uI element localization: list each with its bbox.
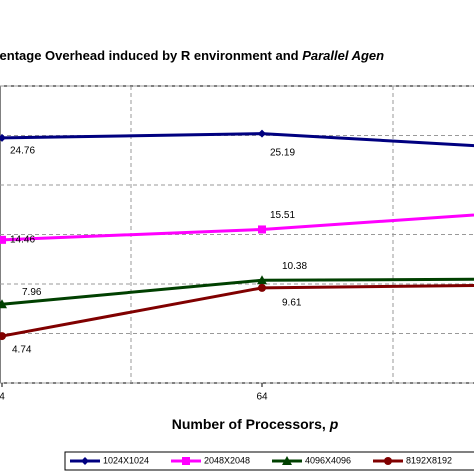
- legend-box: [64, 451, 474, 471]
- x-tick-label: 64: [256, 392, 268, 403]
- legend-label: 2048X2048: [204, 455, 250, 465]
- data-label: 9.61: [282, 298, 302, 309]
- title-part: Parallel Agen: [302, 48, 384, 63]
- data-label: 4.74: [12, 345, 32, 356]
- series-line: [1, 284, 474, 338]
- marker: [0, 235, 6, 244]
- marker: [182, 457, 190, 465]
- data-label: 7.96: [22, 287, 42, 298]
- marker: [81, 457, 89, 465]
- marker: [0, 299, 7, 309]
- series-line: [1, 213, 474, 242]
- legend-label: 1024X1024: [103, 455, 149, 465]
- chart-title: ercentage Overhead induced by R environm…: [0, 48, 384, 63]
- marker: [282, 456, 292, 465]
- data-label: 15.51: [270, 210, 295, 221]
- marker: [258, 225, 266, 234]
- x-label-part: p: [329, 416, 339, 432]
- data-label: 14.46: [10, 234, 35, 245]
- legend-label: 4096X4096: [305, 455, 351, 465]
- x-label-part: Number of Processors,: [172, 416, 330, 432]
- data-label: 25.19: [270, 147, 295, 158]
- marker: [257, 275, 267, 285]
- title-part: ercentage Overhead induced by R environm…: [0, 48, 302, 63]
- x-tick-label: 4: [0, 392, 5, 403]
- data-label: 10.38: [282, 261, 307, 272]
- marker: [258, 283, 266, 292]
- marker: [0, 133, 6, 142]
- x-axis-label: Number of Processors, p: [172, 416, 339, 432]
- marker: [0, 332, 6, 341]
- marker: [384, 457, 392, 465]
- legend-label: 8192X8192: [406, 455, 452, 465]
- marker: [258, 129, 266, 138]
- data-label: 24.76: [10, 146, 35, 157]
